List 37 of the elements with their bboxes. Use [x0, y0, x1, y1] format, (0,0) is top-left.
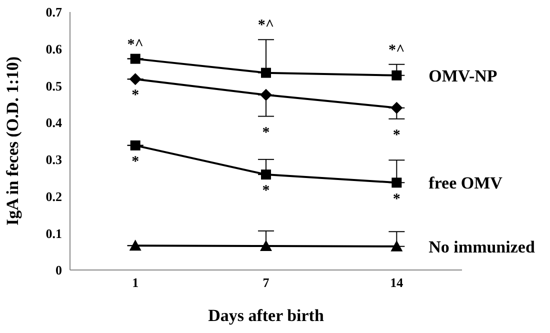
x-tick-label: 14	[390, 275, 404, 290]
y-tick-label: 0.5	[46, 78, 62, 94]
annotation: *	[262, 124, 270, 141]
point	[129, 73, 142, 86]
series-label: No immunized	[428, 237, 536, 256]
annotation: *^	[388, 42, 405, 58]
series-label: free OMV	[428, 174, 504, 193]
annotation: *	[392, 128, 400, 144]
annotation: *	[392, 191, 400, 208]
point	[130, 54, 140, 64]
y-tick-label: 0.4	[46, 115, 62, 130]
x-axis-title: Days after birth	[208, 306, 324, 325]
x-tick-label: 7	[262, 275, 270, 290]
y-tick-label: 0.1	[46, 226, 62, 241]
y-tick-label: 0.3	[46, 152, 62, 168]
annotation: *^	[258, 18, 274, 34]
point	[261, 170, 271, 180]
y-tick-label: 0.6	[46, 41, 62, 56]
annotation: *	[132, 88, 140, 104]
point	[392, 178, 402, 188]
point	[130, 140, 140, 150]
annotation: *	[132, 154, 140, 170]
point	[260, 240, 272, 252]
point	[261, 68, 271, 78]
y-tick-label: 0	[56, 262, 62, 278]
point	[260, 88, 272, 101]
annotation: *	[262, 183, 270, 200]
y-tick-label: 0.7	[46, 4, 62, 20]
y-tick-label: 0.2	[46, 188, 62, 204]
point	[392, 70, 402, 80]
point	[390, 240, 403, 252]
x-tick-label: 1	[132, 275, 139, 290]
point	[390, 102, 403, 114]
series-label: OMV-NP	[428, 66, 498, 86]
y-axis-title: IgA in feces (O.D. 1:10)	[3, 56, 22, 226]
annotation: *^	[127, 36, 144, 53]
point	[129, 240, 142, 251]
